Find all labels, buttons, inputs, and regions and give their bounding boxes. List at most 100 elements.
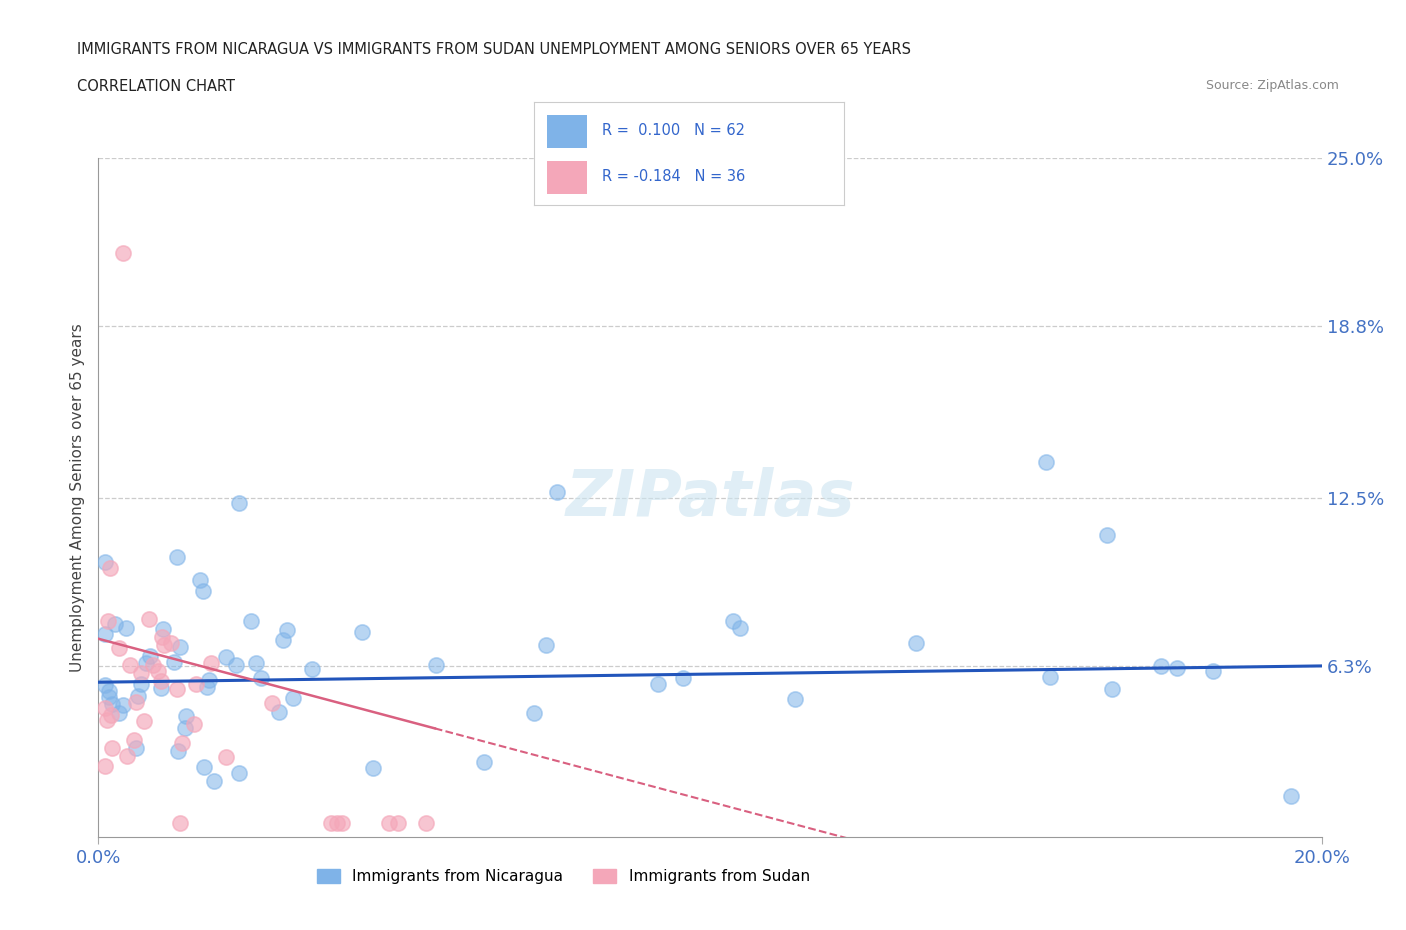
Point [721,614,744,629]
Point [115,620,138,635]
Point [166,681,188,696]
Point [93,627,115,642]
Point [100,697,122,711]
Point [101,741,124,756]
Point [142,658,165,672]
Point [228,496,250,511]
Point [472,755,495,770]
Point [150,630,173,644]
Point [301,662,323,677]
Point [198,672,221,687]
Point [125,695,148,710]
Point [104,617,127,631]
Point [163,655,186,670]
Point [1150,659,1173,674]
Point [225,658,247,672]
Point [150,681,173,696]
Point [321,816,343,830]
Text: CORRELATION CHART: CORRELATION CHART [77,79,235,94]
Point [1039,670,1062,684]
Point [188,572,211,587]
Point [193,760,215,775]
Point [150,673,173,688]
Point [1035,455,1057,470]
Point [239,614,262,629]
Point [1166,660,1188,675]
Point [118,658,141,672]
Legend: Immigrants from Nicaragua, Immigrants from Sudan: Immigrants from Nicaragua, Immigrants fr… [311,863,815,890]
Point [262,696,284,711]
Point [134,713,156,728]
Point [97,614,120,629]
Point [523,706,546,721]
Point [1101,681,1123,696]
Point [166,744,188,759]
Point [153,638,176,653]
Point [200,656,222,671]
Point [215,649,238,664]
Point [160,635,183,650]
Point [135,655,157,670]
Point [138,611,160,626]
Point [250,671,273,685]
Point [107,641,129,656]
Point [1202,664,1225,679]
Point [271,632,294,647]
Point [108,706,131,721]
Point [111,698,134,712]
Point [174,709,197,724]
Point [129,677,152,692]
Point [93,758,115,773]
Point [332,816,354,830]
Point [228,765,250,780]
Point [202,773,225,788]
Point [93,677,115,692]
Point [425,658,447,672]
Bar [547,114,586,148]
Point [195,680,218,695]
Point [122,732,145,747]
Point [117,749,139,764]
Point [98,560,121,575]
Point [125,740,148,755]
Point [363,760,385,775]
Bar [547,161,586,194]
Text: ZIPatlas: ZIPatlas [565,467,855,528]
Point [1279,789,1302,804]
Point [534,637,557,652]
Point [96,712,118,727]
Point [730,620,752,635]
Point [97,689,120,704]
Point [215,749,238,764]
Point [139,648,162,663]
Point [245,656,267,671]
Point [350,625,373,640]
Point [152,622,174,637]
Point [415,816,437,830]
Point [127,689,149,704]
Text: IMMIGRANTS FROM NICARAGUA VS IMMIGRANTS FROM SUDAN UNEMPLOYMENT AMONG SENIORS OV: IMMIGRANTS FROM NICARAGUA VS IMMIGRANTS … [77,42,911,57]
Point [170,736,193,751]
Point [184,676,207,691]
Point [93,700,115,715]
Point [93,555,115,570]
Point [191,584,214,599]
Text: R =  0.100   N = 62: R = 0.100 N = 62 [602,124,745,139]
Point [129,666,152,681]
Point [100,707,122,722]
Text: R = -0.184   N = 36: R = -0.184 N = 36 [602,169,745,184]
Point [672,671,695,685]
Point [173,721,195,736]
Point [169,816,191,830]
Point [111,246,134,260]
Point [378,816,401,830]
Point [904,636,927,651]
Point [166,550,188,565]
Point [281,690,304,705]
Point [276,622,298,637]
Y-axis label: Unemployment Among Seniors over 65 years: Unemployment Among Seniors over 65 years [70,324,86,671]
Point [97,684,120,698]
Point [326,816,349,830]
Point [169,640,191,655]
Point [387,816,409,830]
